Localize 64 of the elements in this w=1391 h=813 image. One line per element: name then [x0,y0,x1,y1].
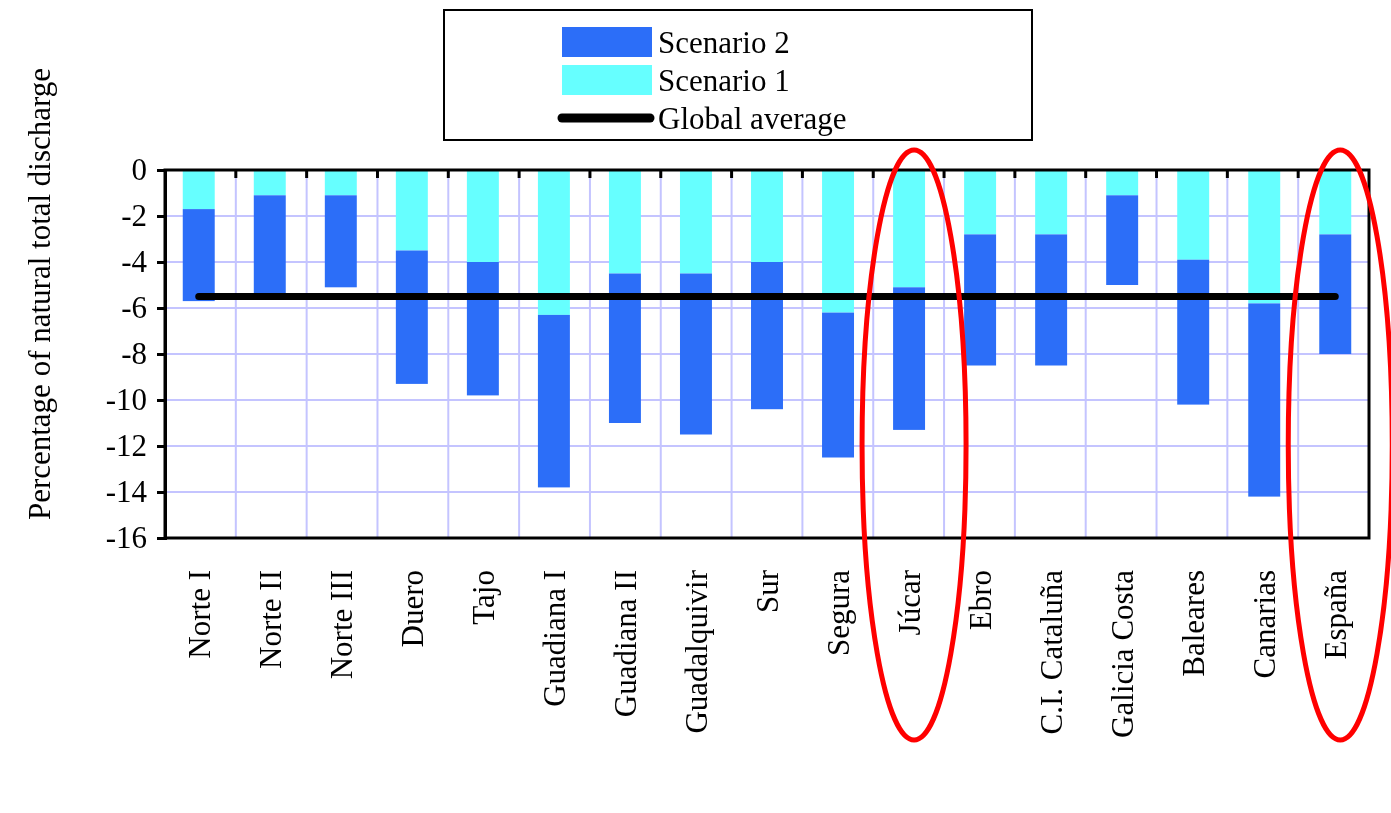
y-tick-label: -12 [105,428,147,464]
bar [1319,170,1352,235]
y-tick-label: -10 [105,382,147,418]
y-tick-label: -14 [105,474,148,510]
bar [182,209,215,302]
x-tick-label: Guadiana II [607,570,643,718]
bar [466,170,499,262]
bar [679,273,712,435]
x-tick-label: Duero [394,570,430,648]
bar [822,170,855,313]
bar [822,312,855,458]
bar [1035,234,1068,366]
bar [893,287,926,430]
bar [1106,170,1139,196]
bar [1035,170,1068,235]
bar [751,262,783,410]
legend-label: Global average [658,101,847,136]
bar [537,170,570,315]
bar [1319,234,1352,354]
bar [395,250,428,384]
y-tick-label: -16 [105,520,147,556]
x-tick-label: Segura [821,569,857,657]
bar [537,314,570,488]
x-tick-label: Ebro [963,570,999,631]
bar [324,195,357,288]
x-tick-label: Guadiana I [536,570,572,707]
x-tick-label: Júcar [892,569,928,636]
x-tick-label: Canarias [1247,570,1283,679]
x-tick-label: Sur [750,569,785,614]
bar [182,170,215,210]
bar [893,170,926,288]
x-tick-label: Norte II [252,570,288,669]
x-tick-label: Baleares [1176,570,1212,677]
bar [751,170,783,262]
bar [253,195,286,295]
bar [324,170,357,196]
x-tick-label: Guadalquivir [678,569,714,734]
y-axis-title: Percentage of natural total discharge [22,67,57,521]
legend-label: Scenario 1 [658,63,790,98]
bar [608,170,641,274]
legend-label: Scenario 2 [658,25,790,60]
bar [466,262,499,396]
bar [679,170,712,274]
x-tick-label: España [1318,569,1354,660]
bar [253,170,286,196]
x-tick-label: C.I. Cataluña [1034,569,1070,735]
y-tick-label: -4 [121,244,148,280]
bar [1248,303,1281,497]
x-tick-label: Tajo [465,570,501,625]
y-tick-label: -8 [121,336,147,372]
x-tick-label: Norte I [181,570,217,659]
bar [1177,259,1210,405]
bar [964,234,997,366]
y-tick-label: -2 [121,198,147,234]
y-tick-label: -6 [121,290,147,326]
bar [1106,195,1139,285]
bar [1177,170,1210,260]
bar [395,170,428,251]
y-tick-label: 0 [131,152,147,188]
bar [964,170,997,235]
x-tick-label: Galicia Costa [1105,569,1141,738]
x-tick-label: Norte III [323,570,359,680]
bar [1248,170,1281,304]
bar [608,273,641,423]
